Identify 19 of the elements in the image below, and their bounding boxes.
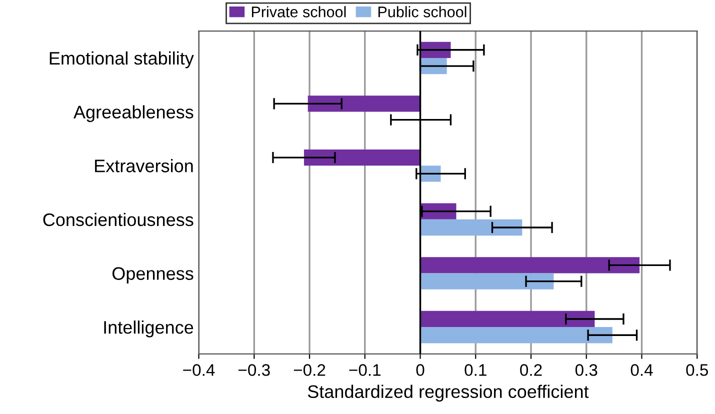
x-tick-label: −0.2 xyxy=(294,364,326,376)
y-tick-label: Extraversion xyxy=(95,159,193,172)
y-tick-label: Conscientiousness xyxy=(43,212,194,226)
x-tick-label: −0.3 xyxy=(238,364,270,376)
legend-label: Public school xyxy=(378,6,466,18)
x-tick-label: 0.1 xyxy=(464,364,486,376)
x-tick-label: 0.4 xyxy=(630,364,653,376)
y-tick-label: Agreeableness xyxy=(74,105,194,122)
x-tick-label: −0.4 xyxy=(183,364,215,376)
legend-label: Private school xyxy=(252,6,346,18)
x-tick-label: 0.5 xyxy=(686,364,708,376)
x-tick-label: −0.1 xyxy=(349,364,381,376)
x-tick-label: 0.3 xyxy=(575,364,598,376)
y-tick-label: Emotional stability xyxy=(50,51,194,68)
y-tick-label: Openness xyxy=(112,267,194,284)
y-tick-label: Intelligence xyxy=(104,320,194,338)
x-tick-label: 0.2 xyxy=(520,364,542,376)
x-tick-label: 0 xyxy=(416,364,424,376)
x-axis-title: Standardized regression coefficient xyxy=(308,384,589,402)
